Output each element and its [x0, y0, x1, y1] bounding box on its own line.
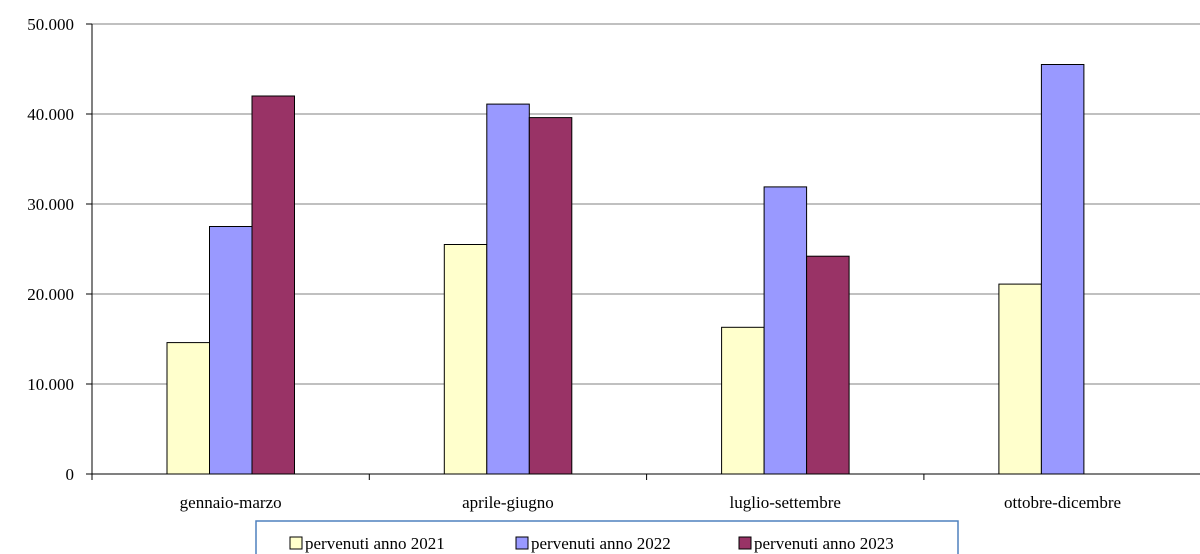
- bar: [998, 283, 1042, 475]
- bar: [209, 226, 253, 475]
- bar: [763, 186, 808, 475]
- x-tick-label: luglio-settembre: [730, 493, 841, 512]
- bar: [806, 255, 850, 475]
- bar: [528, 117, 573, 475]
- y-tick-label: 30.000: [27, 195, 74, 214]
- x-tick-label: aprile-giugno: [462, 493, 554, 512]
- legend-box: [255, 520, 959, 554]
- y-tick-label: 50.000: [27, 15, 74, 34]
- x-tick-label: ottobre-dicembre: [1004, 493, 1121, 512]
- bar: [721, 326, 765, 475]
- bar: [443, 244, 488, 475]
- legend-label: pervenuti anno 2022: [531, 534, 671, 553]
- bar: [251, 95, 295, 475]
- axes: [91, 24, 1200, 475]
- legend-swatch: [515, 536, 529, 550]
- legend-swatch: [738, 536, 752, 550]
- y-tick-label: 40.000: [27, 105, 74, 124]
- bars: [166, 64, 1085, 475]
- y-tick-label: 0: [66, 465, 75, 484]
- legend-label: pervenuti anno 2021: [305, 534, 445, 553]
- bar: [166, 342, 210, 475]
- y-axis-ticks: 0 10.000 20.000 30.000 40.000 50.000: [27, 15, 92, 484]
- x-tick-label: gennaio-marzo: [180, 493, 282, 512]
- legend-label: pervenuti anno 2023: [754, 534, 894, 553]
- y-tick-label: 10.000: [27, 375, 74, 394]
- bar: [486, 103, 530, 475]
- x-axis-ticks: gennaio-marzo aprile-giugno luglio-settemb…: [91, 474, 1121, 512]
- legend-swatch: [289, 536, 303, 550]
- legend: pervenuti anno 2021 pervenuti anno 2022 pe…: [255, 520, 959, 554]
- bar: [1040, 64, 1085, 475]
- y-tick-label: 20.000: [27, 285, 74, 304]
